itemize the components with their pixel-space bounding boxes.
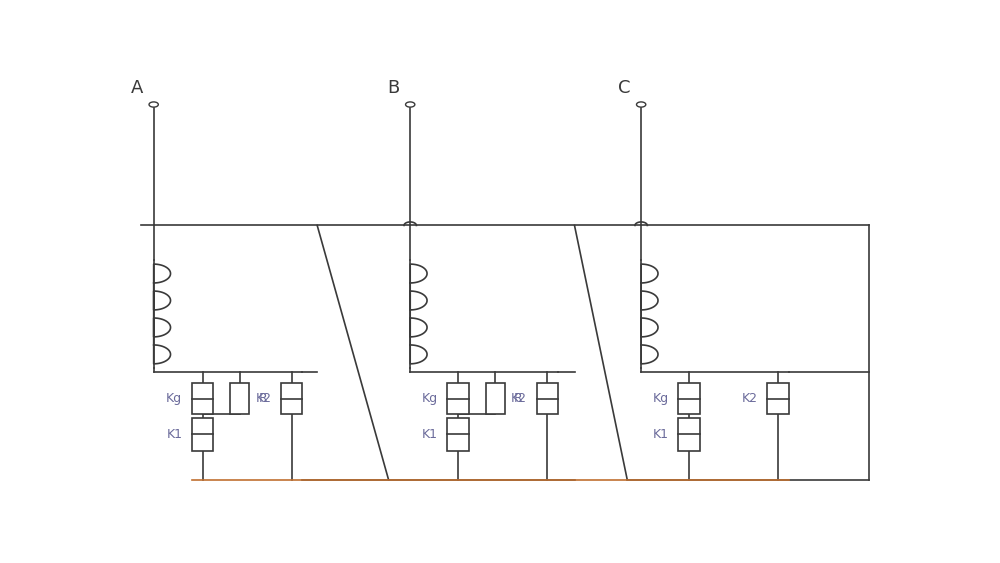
Text: K1: K1: [653, 428, 669, 441]
Text: K1: K1: [166, 428, 182, 441]
Text: R: R: [258, 392, 267, 405]
Bar: [281, 383, 302, 414]
Bar: [678, 418, 700, 451]
Text: Kg: Kg: [166, 392, 182, 405]
Text: R: R: [514, 392, 523, 405]
Text: C: C: [618, 79, 630, 97]
Bar: [447, 418, 469, 451]
Bar: [537, 383, 558, 414]
Bar: [767, 383, 789, 414]
Text: Kg: Kg: [422, 392, 438, 405]
Text: K1: K1: [422, 428, 438, 441]
Bar: [447, 383, 469, 414]
Text: K2: K2: [511, 392, 527, 405]
Text: K2: K2: [742, 392, 758, 405]
Bar: [230, 383, 249, 414]
Bar: [192, 418, 213, 451]
Bar: [486, 383, 505, 414]
Text: A: A: [130, 79, 143, 97]
Bar: [192, 383, 213, 414]
Text: Kg: Kg: [653, 392, 669, 405]
Bar: [678, 383, 700, 414]
Text: B: B: [387, 79, 399, 97]
Text: K2: K2: [255, 392, 271, 405]
